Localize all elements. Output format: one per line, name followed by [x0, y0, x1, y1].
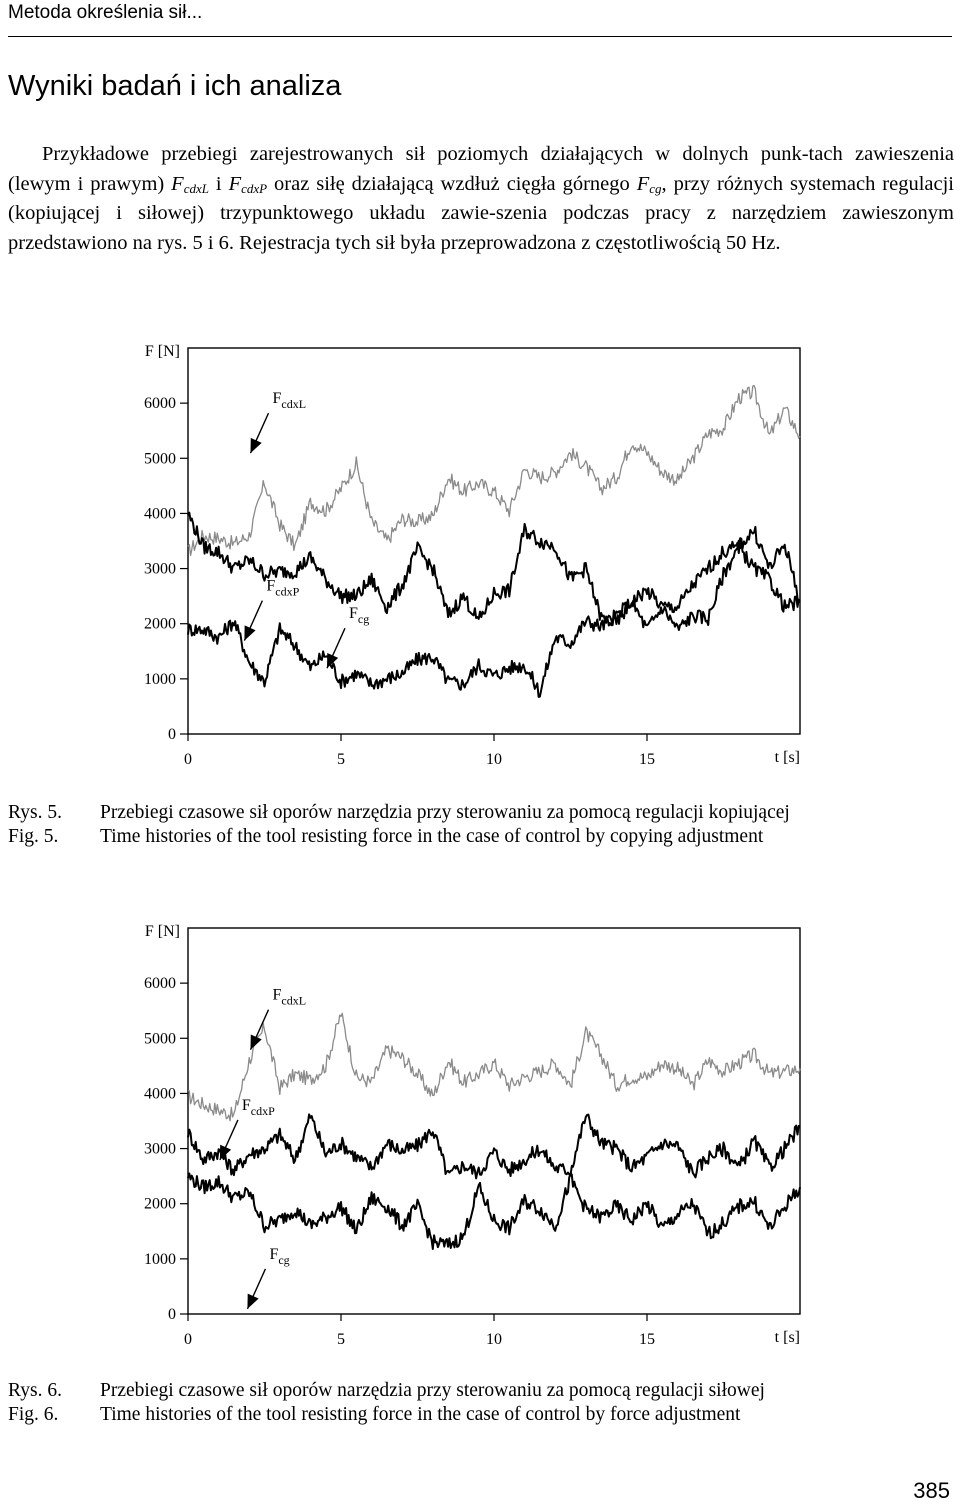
annotation-sub: cdxP	[251, 1104, 275, 1118]
para-text-1: Przykładowe przebiegi zarejestrowanych s…	[8, 143, 954, 195]
y-tick-label: 5000	[144, 450, 176, 467]
para-text-3: oraz siłę działającą wzdłuż cięgła górne…	[267, 172, 637, 195]
y-tick-label: 3000	[144, 1141, 176, 1158]
annotation-sub: cdxL	[281, 397, 306, 411]
x-axis-label: t [s]	[775, 1329, 800, 1346]
annotation-arrow-head	[247, 1293, 259, 1309]
series-line-3	[187, 1172, 801, 1250]
caption-fig-text: Time histories of the tool resisting for…	[100, 826, 764, 847]
y-tick-label: 2000	[144, 1196, 176, 1213]
running-head: Metoda określenia sił...	[8, 2, 203, 23]
x-tick-label: 10	[486, 1331, 502, 1348]
header-rule	[8, 36, 952, 37]
body-paragraph: Przykładowe przebiegi zarejestrowanych s…	[8, 140, 954, 258]
annotation-main: F	[266, 578, 275, 595]
annotation-main: F	[242, 1097, 251, 1114]
series-line-1	[187, 1012, 801, 1122]
annotation-label: Fcg	[349, 605, 369, 626]
series-line-3	[187, 511, 801, 627]
annotation-main: F	[269, 1246, 278, 1263]
y-tick-label: 4000	[144, 505, 176, 522]
x-tick-label: 10	[486, 751, 502, 768]
x-tick-label: 15	[639, 1331, 655, 1348]
figure-6-chart: 0 1000 2000 3000 4000 5000 6000 0 5 10 15 t [s] F [N…	[144, 923, 801, 1348]
annotation-label: FcdxP	[266, 578, 299, 599]
caption-fig-text: Time histories of the tool resisting for…	[100, 1404, 741, 1425]
y-tick-label: 3000	[144, 561, 176, 578]
annotation-arrow-head	[250, 1034, 262, 1050]
annotation-arrow-head	[219, 1144, 232, 1160]
y-tick-label: 0	[168, 1306, 176, 1323]
caption-rys-label: Rys. 6.	[8, 1380, 62, 1401]
series-line-2	[187, 1113, 801, 1180]
caption-rys-text: Przebiegi czasowe sił oporów narzędzia p…	[100, 802, 790, 823]
page-number: 385	[913, 1478, 950, 1503]
y-tick-label: 1000	[144, 1251, 176, 1268]
symbol-fcdxp: FcdxP	[228, 172, 268, 196]
x-tick-label: 0	[184, 751, 192, 768]
figure-5-chart: 0 1000 2000 3000 4000 5000 6000 0 5 10 15 t [s] F [N…	[144, 343, 801, 768]
x-tick-label: 0	[184, 1331, 192, 1348]
annotation-main: F	[273, 987, 282, 1004]
annotation-arrow-head	[327, 652, 339, 669]
annotation-arrow-head	[244, 625, 256, 641]
caption-fig-label: Fig. 5.	[8, 826, 59, 847]
annotation-sub: cg	[278, 1253, 289, 1267]
annotation-main: F	[273, 390, 282, 407]
series-line-2	[187, 539, 801, 698]
para-text-4: , przy różnych systemach regulacji (kopi…	[8, 172, 954, 254]
y-tick-label: 5000	[144, 1030, 176, 1047]
annotation-label: FcdxL	[273, 987, 307, 1008]
x-tick-label: 15	[639, 751, 655, 768]
y-tick-label: 6000	[144, 395, 176, 412]
x-axis-label: t [s]	[775, 749, 800, 766]
section-title: Wyniki badań i ich analiza	[8, 70, 342, 102]
caption-rys-label: Rys. 5.	[8, 802, 62, 823]
x-tick-label: 5	[337, 1331, 345, 1348]
y-axis-label: F [N]	[145, 343, 180, 360]
annotation-sub: cdxL	[281, 994, 306, 1008]
annotation-label: Fcg	[269, 1246, 289, 1267]
symbol-fcg: Fcg	[636, 172, 662, 196]
annotation-main: F	[349, 605, 358, 622]
symbol-fcdxl: FcdxL	[171, 172, 209, 196]
annotation-sub: cdxP	[275, 585, 299, 599]
caption-fig-label: Fig. 6.	[8, 1404, 59, 1425]
y-tick-label: 0	[168, 726, 176, 743]
annotation-sub: cg	[358, 612, 369, 626]
y-tick-label: 6000	[144, 975, 176, 992]
annotation-label: FcdxL	[273, 390, 307, 411]
y-axis-label: F [N]	[145, 923, 180, 940]
para-text-2: i	[208, 172, 229, 195]
series-line-1	[187, 384, 801, 557]
annotation-arrow-head	[250, 437, 262, 454]
y-tick-label: 2000	[144, 616, 176, 633]
y-tick-label: 1000	[144, 671, 176, 688]
y-tick-label: 4000	[144, 1085, 176, 1102]
caption-rys-text: Przebiegi czasowe sił oporów narzędzia p…	[100, 1380, 765, 1401]
x-tick-label: 5	[337, 751, 345, 768]
annotation-label: FcdxP	[242, 1097, 275, 1118]
